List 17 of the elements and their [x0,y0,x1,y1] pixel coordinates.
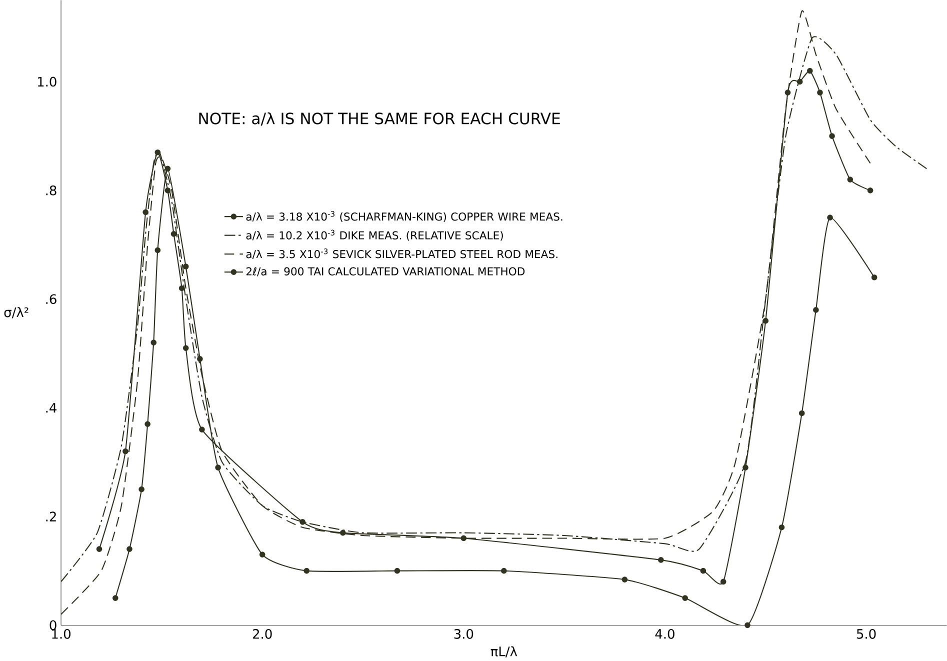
y-tick-label: .2 [46,512,56,522]
x-tick-label: 4.0 [655,629,674,639]
x-tick-label: 2.0 [252,629,272,639]
annotation: NOTE: a/λ IS NOT THE SAME FOR EACH CURVE [199,112,560,126]
y-axis-title: σ/λ² [4,307,28,318]
x-axis-title: πL/λ [490,646,518,658]
y-tick-label: 1.0 [38,76,56,87]
y-tick-label: 0 [50,620,56,630]
x-tick-label: 5.0 [856,629,876,639]
y-tick-label: .6 [46,294,56,304]
y-tick-label: .4 [46,403,56,413]
y-tick-label: .8 [46,186,56,196]
legend-label: a/λ = 3.5 X10$^{-3}$ SEVICK SILVER-PLATED STEEL ROD MEAS. [246,248,558,260]
legend-label: a/λ = 3.18 X10$^{-3}$ (SCHARFMAN-KING) COPPER WIRE MEAS. [246,211,562,222]
legend-label: a/λ = 10.2 X10$^{-3}$ DIKE MEAS. (RELATIVE SCALE) [246,230,503,241]
legend-label: 2ℓ/a = 900 TAI CALCULATED VARIATIONAL METHOD [246,267,525,276]
x-tick-label: 3.0 [454,629,474,639]
